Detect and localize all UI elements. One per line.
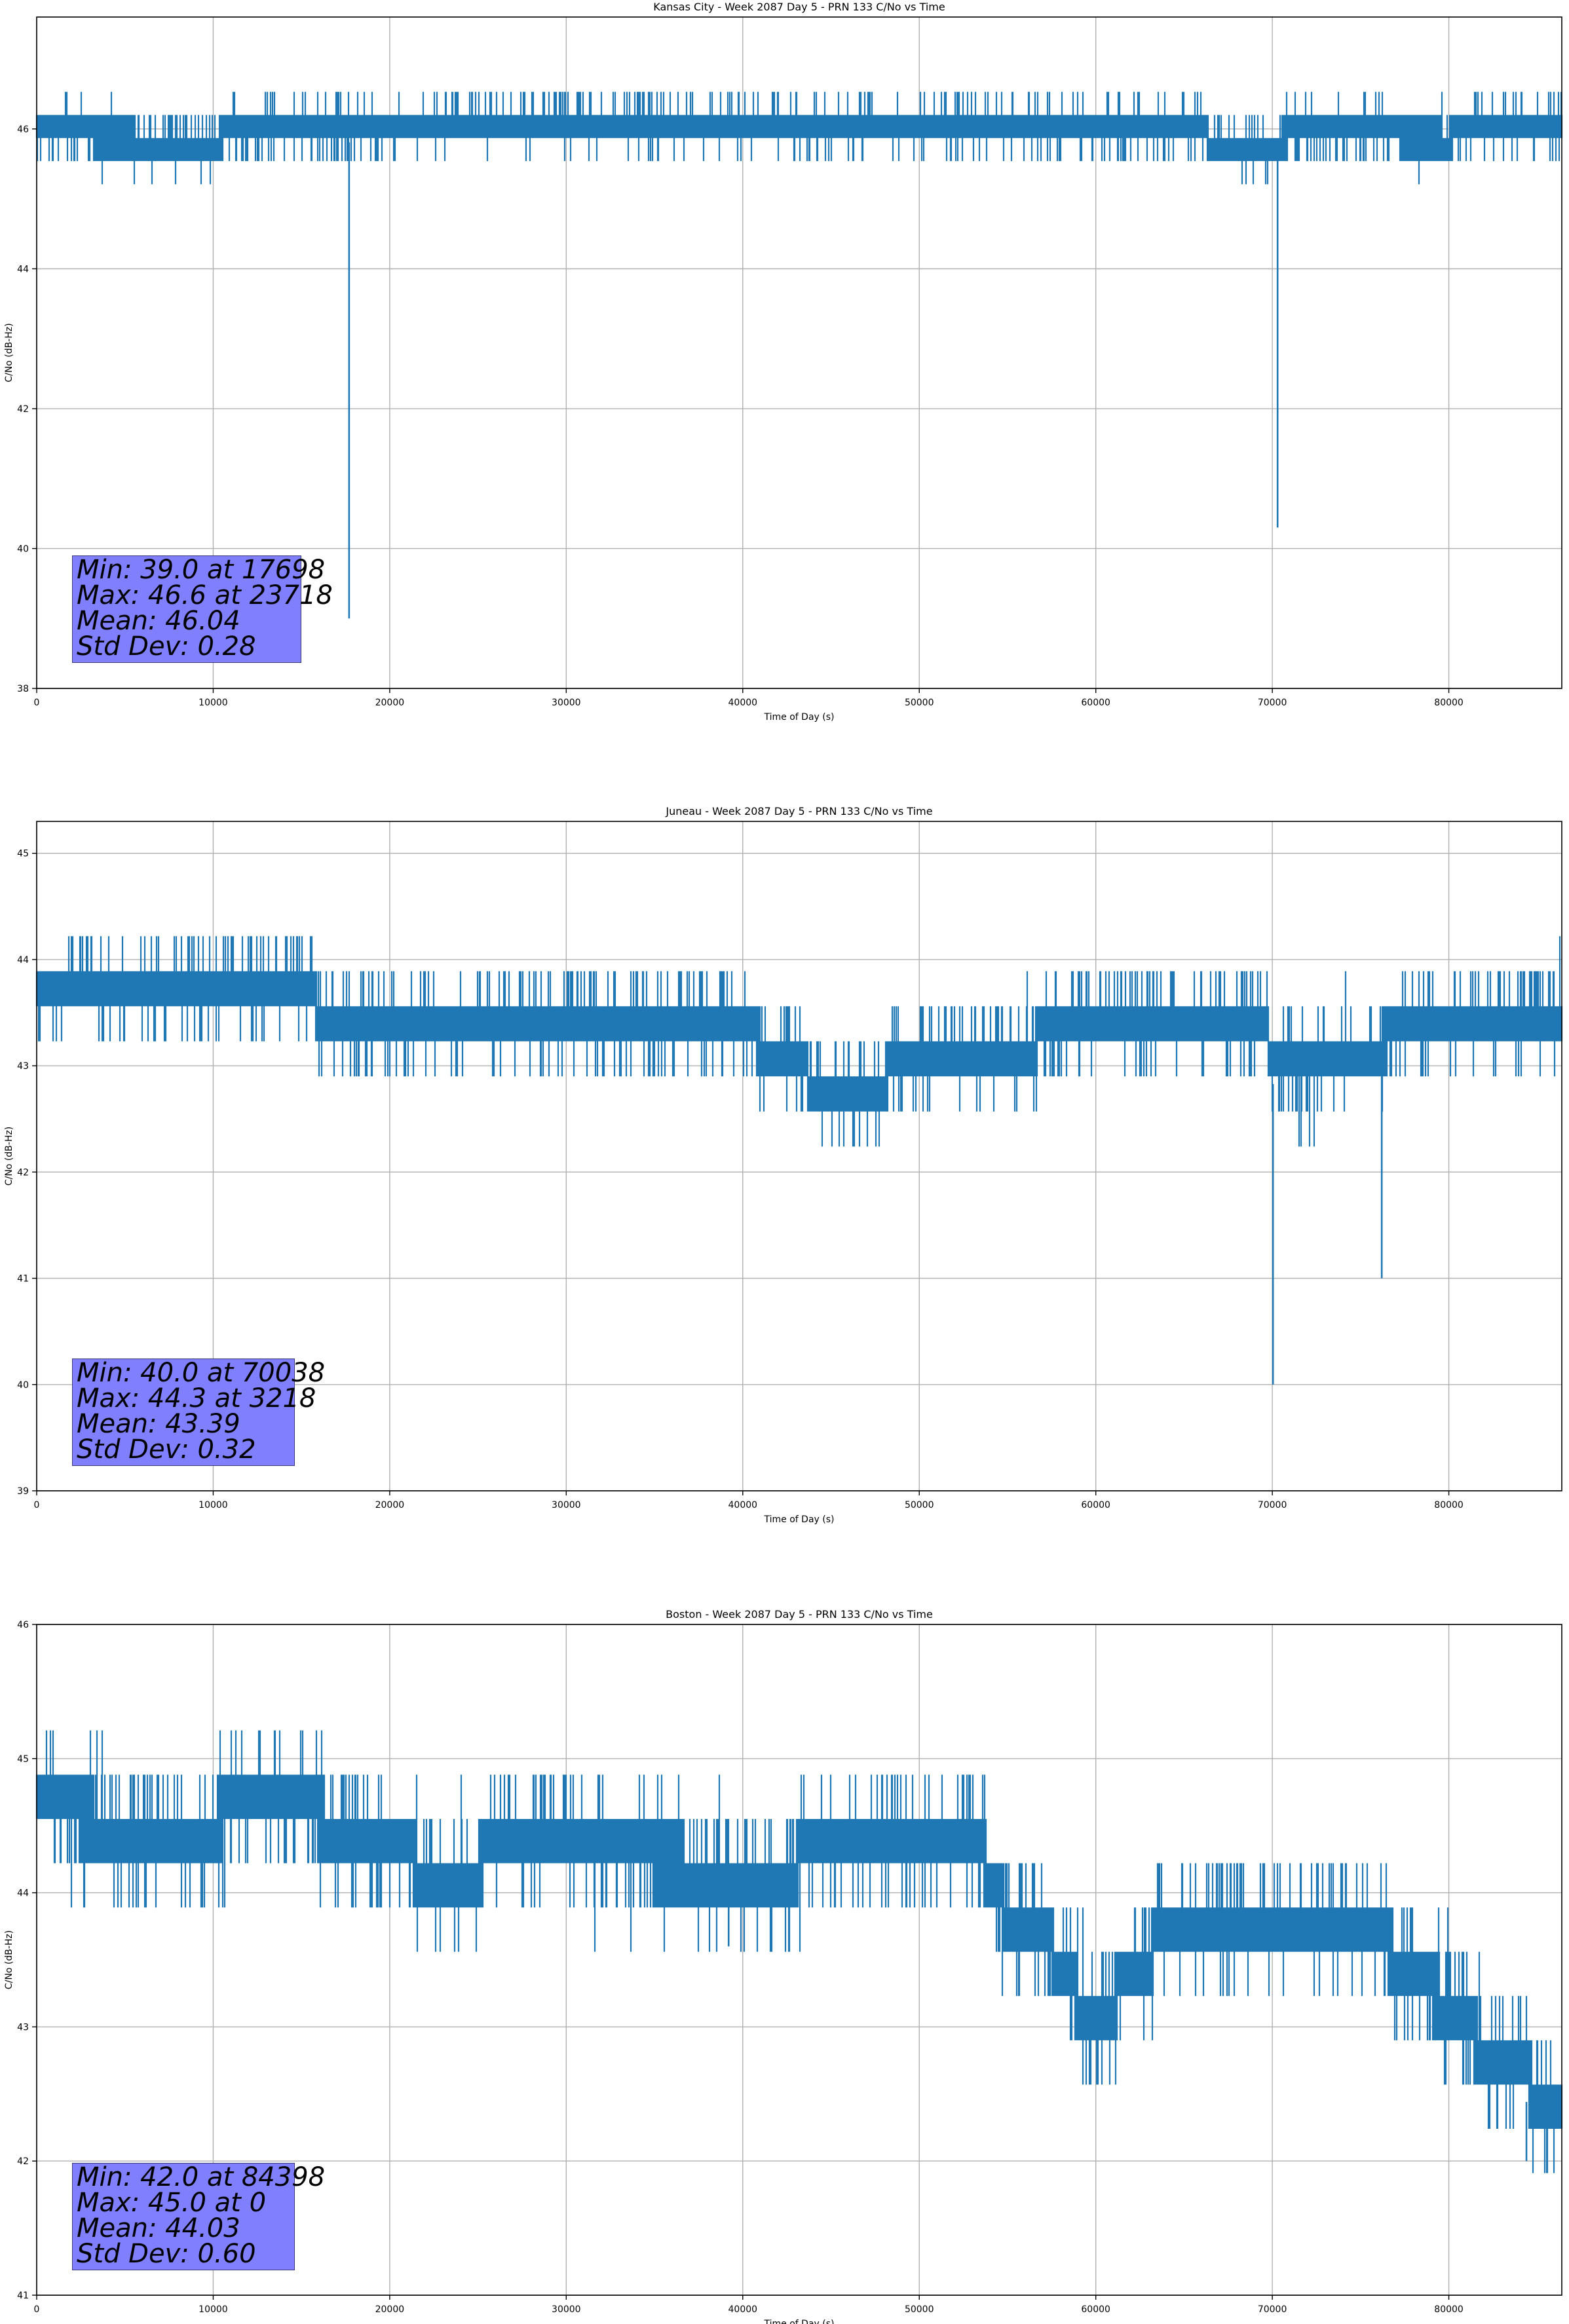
x-tick-label: 0 (34, 2304, 40, 2315)
y-tick-label: 42 (17, 404, 29, 415)
x-tick-label: 60000 (1081, 1500, 1110, 1510)
y-tick-label: 42 (17, 1167, 29, 1178)
stats-min: Min: 42.0 at 84398 (77, 2162, 326, 2192)
stats-mean: Mean: 44.03 (77, 2213, 240, 2243)
x-tick-label: 80000 (1434, 1500, 1464, 1510)
stats-std: Std Dev: 0.28 (77, 631, 256, 662)
axes-frame (36, 821, 1562, 1491)
y-tick-label: 44 (17, 1888, 29, 1899)
x-tick-label: 60000 (1081, 698, 1110, 708)
y-tick-label: 46 (17, 1620, 29, 1630)
y-tick-label: 44 (17, 955, 29, 965)
x-tick-label: 10000 (198, 2304, 228, 2315)
y-tick-label: 40 (17, 544, 29, 554)
y-tick-label: 45 (17, 1754, 29, 1765)
y-tick-label: 45 (17, 849, 29, 859)
y-tick-label: 43 (17, 2022, 29, 2033)
stats-max: Max: 45.0 at 0 (77, 2188, 267, 2218)
series-line (35, 92, 1563, 185)
x-tick-label: 50000 (905, 698, 934, 708)
series-line (35, 936, 1563, 1147)
y-tick-label: 39 (17, 1486, 29, 1497)
x-tick-label: 40000 (728, 1500, 758, 1510)
stats-box: Min: 42.0 at 84398 Max: 45.0 at 0 Mean: 44… (72, 2162, 326, 2270)
chart-title: Boston - Week 2087 Day 5 - PRN 133 C/No … (666, 1608, 933, 1621)
x-tick-label: 60000 (1081, 2304, 1110, 2315)
chart-title: Juneau - Week 2087 Day 5 - PRN 133 C/No … (665, 805, 932, 817)
stats-box: Min: 39.0 at 17698 Max: 46.6 at 23718 Mean… (72, 555, 333, 663)
x-tick-label: 40000 (728, 2304, 758, 2315)
y-tick-label: 41 (17, 1274, 29, 1284)
x-tick-label: 20000 (375, 2304, 405, 2315)
y-tick-label: 40 (17, 1380, 29, 1391)
y-tick-label: 38 (17, 684, 29, 694)
x-tick-label: 20000 (375, 1500, 405, 1510)
stats-max: Max: 46.6 at 23718 (77, 580, 333, 610)
x-tick-label: 80000 (1434, 2304, 1464, 2315)
y-tick-label: 42 (17, 2156, 29, 2167)
x-tick-label: 50000 (905, 2304, 934, 2315)
x-tick-label: 50000 (905, 1500, 934, 1510)
x-tick-label: 40000 (728, 698, 758, 708)
stats-std: Std Dev: 0.32 (77, 1434, 256, 1465)
y-axis-label: C/No (dB-Hz) (4, 323, 14, 382)
stats-mean: Mean: 43.39 (77, 1409, 240, 1439)
series-line (35, 1730, 1563, 2173)
x-axis-label: Time of Day (s) (764, 2319, 835, 2324)
x-axis-label: Time of Day (s) (764, 1514, 835, 1525)
x-tick-label: 30000 (552, 698, 581, 708)
stats-box: Min: 40.0 at 70038 Max: 44.3 at 3218 Mean:… (72, 1358, 326, 1466)
x-tick-label: 80000 (1434, 698, 1464, 708)
chart-title: Kansas City - Week 2087 Day 5 - PRN 133 … (653, 1, 945, 13)
x-tick-label: 0 (34, 1500, 40, 1510)
stats-std: Std Dev: 0.60 (77, 2239, 256, 2269)
y-tick-label: 41 (17, 2291, 29, 2301)
x-tick-label: 70000 (1258, 2304, 1287, 2315)
y-axis-label: C/No (dB-Hz) (4, 1930, 14, 1989)
stats-min: Min: 39.0 at 17698 (77, 555, 326, 585)
chart-panel-3: 0 10000 20000 30000 40000 50000 60000 70000 8000… (4, 1608, 1563, 2324)
stats-min: Min: 40.0 at 70038 (77, 1358, 326, 1388)
x-tick-label: 10000 (198, 1500, 228, 1510)
stats-mean: Mean: 46.04 (77, 606, 240, 636)
x-tick-label: 0 (34, 698, 40, 708)
axes-frame (36, 16, 1562, 689)
y-tick-label: 43 (17, 1061, 29, 1072)
chart-panel-2: 0 10000 20000 30000 40000 50000 60000 70000 8000… (4, 805, 1563, 1525)
y-tick-label: 44 (17, 264, 29, 274)
x-tick-label: 30000 (552, 2304, 581, 2315)
y-axis-label: C/No (dB-Hz) (4, 1127, 14, 1186)
axes-frame (36, 1624, 1562, 2296)
x-tick-label: 70000 (1258, 1500, 1287, 1510)
stats-max: Max: 44.3 at 3218 (77, 1383, 316, 1414)
x-tick-label: 20000 (375, 698, 405, 708)
y-tick-label: 46 (17, 124, 29, 135)
x-tick-label: 30000 (552, 1500, 581, 1510)
x-tick-label: 70000 (1258, 698, 1287, 708)
x-tick-label: 10000 (198, 698, 228, 708)
x-axis-label: Time of Day (s) (764, 712, 835, 722)
chart-panel-1: 0 10000 20000 30000 40000 50000 60000 70000 8000… (4, 1, 1563, 722)
